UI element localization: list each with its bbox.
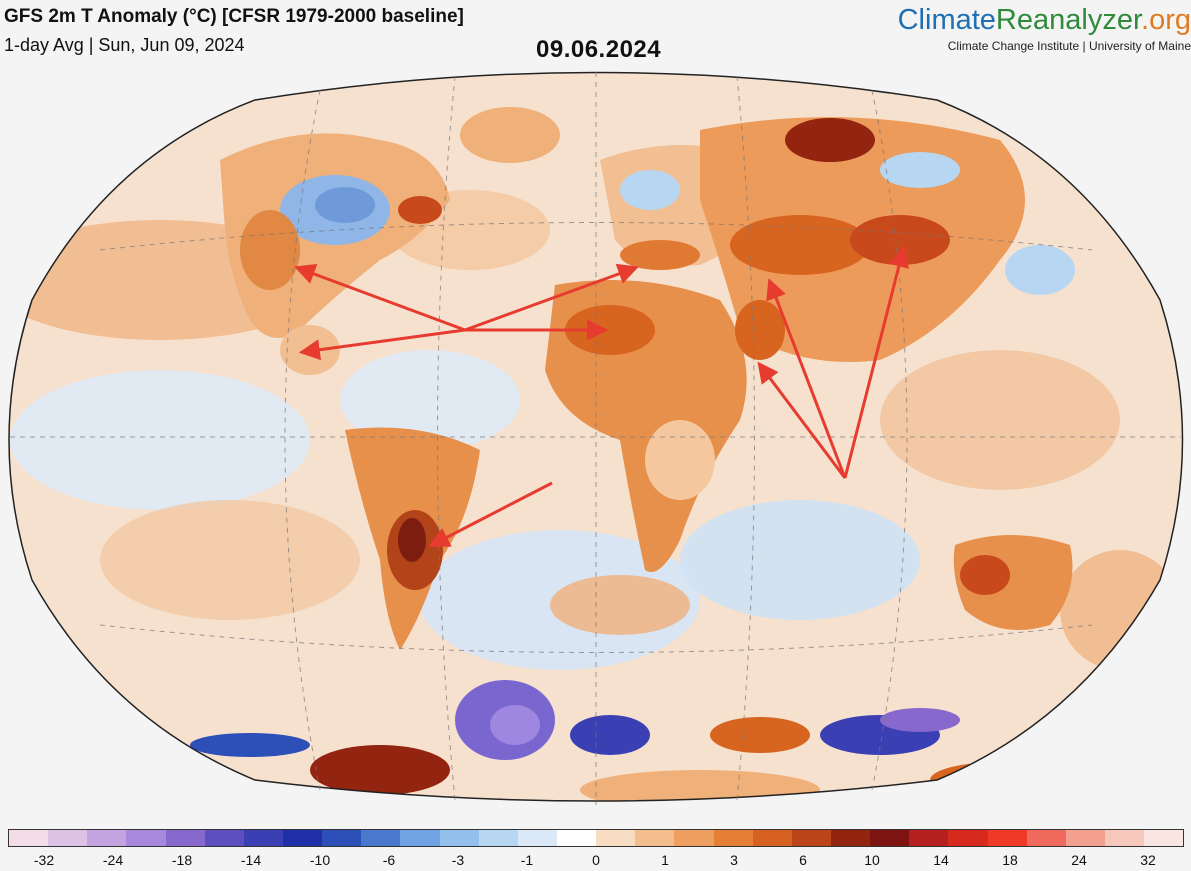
arrow-usa <box>294 264 466 332</box>
arrow-iran <box>766 278 847 479</box>
annotation-arrows <box>294 245 910 547</box>
map-outline <box>8 71 1184 802</box>
colorbar-swatch <box>204 830 244 846</box>
arrow-mexico <box>298 328 466 361</box>
colorbar-tick-label: 18 <box>1002 852 1018 868</box>
colorbar-swatch <box>48 830 88 846</box>
colorbar-swatch <box>870 830 910 846</box>
colorbar-tick-label: 24 <box>1071 852 1087 868</box>
colorbar-tick-label: 6 <box>799 852 807 868</box>
arrow-south-america <box>428 481 553 547</box>
colorbar-swatch <box>635 830 675 846</box>
logo-part-climate: Climate <box>897 4 996 36</box>
colorbar-tick-label: -32 <box>33 852 55 868</box>
colorbar-swatch <box>1026 830 1066 846</box>
colorbar-swatch <box>987 830 1027 846</box>
colorbar-tick-label: 14 <box>933 852 949 868</box>
arrow-central-asia <box>843 245 910 479</box>
brand-tagline: Climate Change Institute | University of… <box>947 39 1191 53</box>
colorbar-tick-label: 3 <box>730 852 738 868</box>
colorbar-swatch <box>830 830 871 846</box>
colorbar-swatch <box>439 830 479 846</box>
colorbar-swatch <box>517 830 557 846</box>
colorbar-swatch <box>556 830 597 846</box>
colorbar-swatch <box>9 830 49 846</box>
arrow-mediterranean <box>464 263 639 332</box>
colorbar-swatch <box>361 830 401 846</box>
colorbar-tick-label: -3 <box>451 852 465 868</box>
colorbar-swatch <box>165 830 205 846</box>
map-title: GFS 2m T Anomaly (°C) [CFSR 1979-2000 ba… <box>4 6 464 27</box>
colorbar-tick-label: -24 <box>102 852 124 868</box>
colorbar-tick-label: -18 <box>171 852 193 868</box>
graticule <box>10 72 1181 805</box>
colorbar-swatch <box>1104 830 1145 846</box>
colorbar-swatch <box>478 830 518 846</box>
date-overlay: 09.06.2024 <box>536 36 662 63</box>
colorbar-tick-label: 32 <box>1140 852 1156 868</box>
colorbar-tick-label: -1 <box>520 852 534 868</box>
colorbar-swatch <box>126 830 166 846</box>
colorbar-swatch <box>752 830 792 846</box>
colorbar-tick-label: -6 <box>382 852 396 868</box>
colorbar-swatch <box>948 830 988 846</box>
colorbar-swatch <box>713 830 753 846</box>
map-subtitle: 1-day Avg | Sun, Jun 09, 2024 <box>4 35 245 55</box>
colorbar-swatch <box>791 830 831 846</box>
colorbar-swatch <box>282 830 323 846</box>
logo-part-org: .org <box>1141 4 1191 36</box>
climate-reanalyzer-logo[interactable]: ClimateReanalyzer.org <box>898 4 1191 37</box>
colorbar-swatch <box>909 830 949 846</box>
colorbar-swatch <box>87 830 127 846</box>
colorbar-swatch <box>400 830 440 846</box>
colorbar-ticks: -32 -24 -18 -14 -10 -6 -3 -1 0 1 3 6 10 14 18 24 32 <box>8 852 1184 870</box>
colorbar-tick-label: 10 <box>864 852 880 868</box>
world-anomaly-map <box>8 71 1184 805</box>
colorbar-swatch <box>1065 830 1105 846</box>
colorbar-tick-label: -14 <box>240 852 262 868</box>
logo-part-reanalyzer: Reanalyzer <box>995 4 1142 36</box>
colorbar-tick-label: 0 <box>592 852 600 868</box>
colorbar-swatch <box>243 830 283 846</box>
colorbar-swatch <box>1144 830 1184 846</box>
colorbar-swatch <box>674 830 714 846</box>
colorbar-swatch <box>596 830 636 846</box>
colorbar-swatch <box>322 830 362 846</box>
colorbar-tick-label: -10 <box>309 852 331 868</box>
arrow-arabia <box>757 361 847 479</box>
colorbar <box>8 829 1184 847</box>
colorbar-tick-label: 1 <box>661 852 669 868</box>
